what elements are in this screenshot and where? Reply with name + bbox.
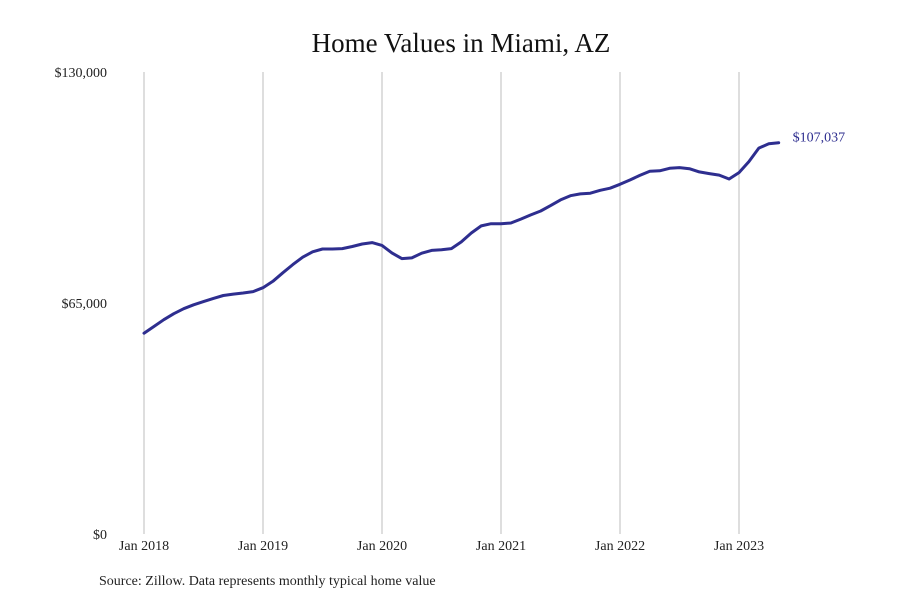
gridlines (143, 72, 740, 534)
y-tick-label: $130,000 (55, 66, 108, 81)
x-tick-label: Jan 2021 (476, 539, 526, 554)
x-tick-label: Jan 2019 (238, 539, 288, 554)
x-tick-label: Jan 2018 (119, 539, 169, 554)
y-tick-label: $0 (93, 528, 107, 543)
y-tick-label: $65,000 (62, 297, 108, 312)
x-tick-label: Jan 2023 (714, 539, 764, 554)
y-axis-ticks: $0 $65,000 $130,000 (55, 66, 108, 543)
x-tick-label: Jan 2020 (357, 539, 407, 554)
chart-title: Home Values in Miami, AZ (312, 28, 611, 58)
x-axis-ticks: Jan 2018 Jan 2019 Jan 2020 Jan 2021 Jan 2022… (119, 539, 764, 554)
series-line (142, 141, 781, 335)
series-layer (142, 141, 781, 335)
x-tick-label: Jan 2022 (595, 539, 645, 554)
source-note: Source: Zillow. Data represents monthly … (99, 574, 436, 589)
last-value-label: $107,037 (793, 131, 846, 146)
